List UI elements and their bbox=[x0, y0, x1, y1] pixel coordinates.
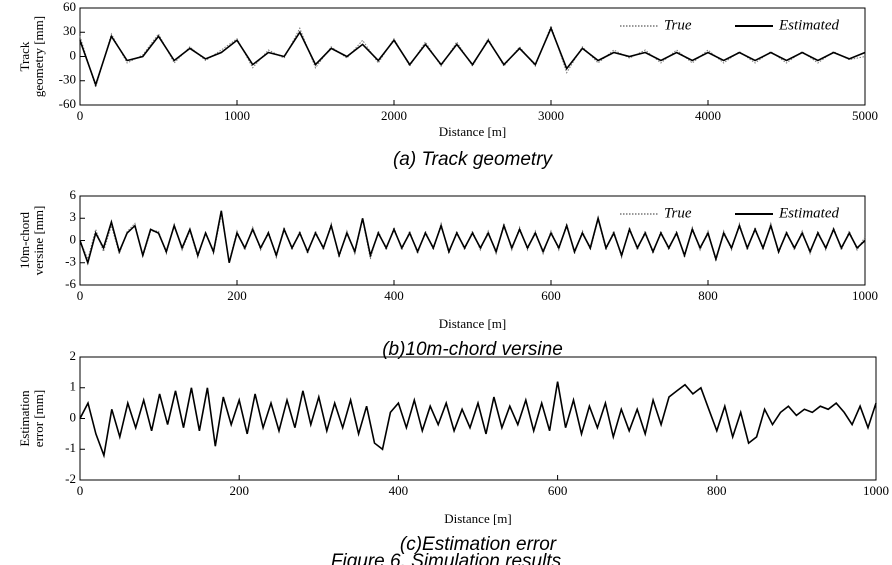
x-axis-label: Distance [m] bbox=[439, 316, 507, 331]
y-tick-label: 6 bbox=[70, 187, 77, 202]
figure-caption: Figure 6. Simulation results bbox=[331, 551, 562, 565]
chart-title: (b)10m-chord versine bbox=[382, 339, 563, 360]
x-tick-label: 4000 bbox=[695, 108, 721, 123]
y-axis-label: Estimation bbox=[17, 390, 32, 447]
chart-title: (a) Track geometry bbox=[393, 149, 554, 170]
x-tick-label: 2000 bbox=[381, 108, 407, 123]
y-tick-label: -2 bbox=[65, 471, 76, 486]
chart-title: (c)Estimation error bbox=[400, 534, 557, 555]
series-line bbox=[79, 210, 866, 266]
x-tick-label: 200 bbox=[227, 288, 247, 303]
y-tick-label: -30 bbox=[59, 72, 76, 87]
y-axis-label: 10m-chord bbox=[17, 211, 32, 269]
plot-frame bbox=[79, 356, 877, 481]
x-tick-label: 200 bbox=[229, 483, 249, 498]
x-tick-label: 600 bbox=[541, 288, 561, 303]
x-tick-label: 1000 bbox=[863, 483, 889, 498]
legend-label: True bbox=[664, 17, 692, 33]
y-tick-label: 0 bbox=[70, 47, 77, 62]
series-line bbox=[79, 26, 866, 88]
series-line bbox=[79, 381, 877, 459]
x-tick-label: 400 bbox=[384, 288, 404, 303]
y-tick-label: -1 bbox=[65, 440, 76, 455]
y-tick-label: -6 bbox=[65, 276, 76, 291]
x-tick-label: 0 bbox=[77, 108, 84, 123]
y-tick-label: -60 bbox=[59, 96, 76, 111]
legend-label: Estimated bbox=[778, 17, 839, 33]
x-tick-label: 3000 bbox=[538, 108, 564, 123]
x-axis-label: Distance [m] bbox=[439, 124, 507, 139]
y-axis-label: versine [mm] bbox=[31, 206, 46, 276]
x-tick-label: 800 bbox=[707, 483, 727, 498]
x-tick-label: 5000 bbox=[852, 108, 878, 123]
y-tick-label: 0 bbox=[70, 409, 77, 424]
x-tick-label: 400 bbox=[389, 483, 409, 498]
legend-label: Estimated bbox=[778, 205, 839, 221]
y-tick-label: 30 bbox=[63, 23, 76, 38]
x-tick-label: 0 bbox=[77, 483, 84, 498]
y-tick-label: 3 bbox=[70, 209, 77, 224]
x-tick-label: 1000 bbox=[852, 288, 878, 303]
plot-frame bbox=[79, 195, 866, 286]
y-tick-label: 0 bbox=[70, 231, 77, 246]
y-axis-label: Track bbox=[17, 41, 32, 71]
y-tick-label: 1 bbox=[70, 379, 77, 394]
y-axis-label: error [mm] bbox=[31, 390, 46, 447]
x-axis-label: Distance [m] bbox=[444, 511, 512, 526]
x-tick-label: 800 bbox=[698, 288, 718, 303]
y-tick-label: -3 bbox=[65, 254, 76, 269]
y-tick-label: 2 bbox=[70, 348, 77, 363]
x-tick-label: 1000 bbox=[224, 108, 250, 123]
x-tick-label: 600 bbox=[548, 483, 568, 498]
legend-label: True bbox=[664, 205, 692, 221]
y-axis-label: geometry [mm] bbox=[31, 16, 46, 97]
x-tick-label: 0 bbox=[77, 288, 84, 303]
y-tick-label: 60 bbox=[63, 0, 76, 14]
